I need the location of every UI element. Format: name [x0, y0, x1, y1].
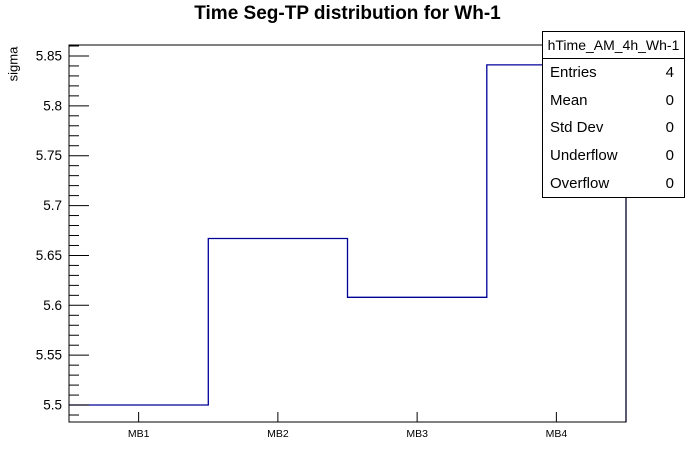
stats-value: 0: [665, 147, 674, 165]
stats-label: Entries: [550, 64, 597, 82]
stats-row-mean: Mean 0: [543, 87, 684, 115]
y-axis-tick-label: 5.7: [43, 198, 62, 213]
stats-label: Overflow: [550, 174, 610, 192]
x-axis-tick-label: MB4: [546, 428, 568, 440]
y-axis-tick-label: 5.55: [36, 348, 62, 363]
stats-label: Std Dev: [550, 119, 604, 137]
stats-value: 0: [665, 174, 674, 192]
x-axis-tick-label: MB2: [267, 428, 289, 440]
stats-row-underflow: Underflow 0: [543, 142, 684, 170]
stats-label: Underflow: [550, 147, 618, 165]
stats-row-entries: Entries 4: [543, 59, 684, 87]
y-axis-tick-label: 5.8: [43, 98, 62, 113]
stats-value: 0: [665, 91, 674, 109]
stats-value: 4: [665, 64, 674, 82]
x-axis-tick-label: MB1: [128, 428, 150, 440]
chart-title: Time Seg-TP distribution for Wh-1: [194, 3, 501, 24]
y-axis-tick-label: 5.6: [43, 298, 62, 313]
stats-value: 0: [665, 119, 674, 137]
y-axis-tick-label: 5.5: [43, 398, 62, 413]
y-axis-tick-label: 5.85: [36, 48, 62, 63]
y-axis-tick-label: 5.65: [36, 248, 62, 263]
plot-frame: [68, 44, 627, 423]
stats-row-overflow: Overflow 0: [543, 169, 684, 197]
y-axis-tick-label: 5.75: [36, 148, 62, 163]
stats-label: Mean: [550, 91, 588, 109]
x-axis-tick-label: MB3: [406, 428, 428, 440]
stats-box-title: hTime_AM_4h_Wh-1: [543, 32, 684, 59]
stats-box: hTime_AM_4h_Wh-1 Entries 4 Mean 0 Std De…: [542, 31, 685, 198]
stats-row-stddev: Std Dev 0: [543, 114, 684, 142]
